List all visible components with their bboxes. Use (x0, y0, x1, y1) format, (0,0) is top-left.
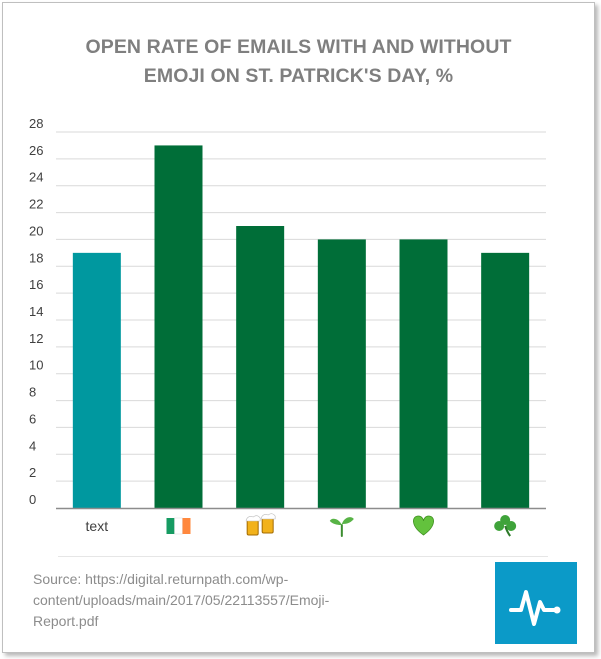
y-tick-label: 8 (29, 385, 36, 400)
chart-title-line-2: EMOJI ON ST. PATRICK'S DAY, % (143, 65, 454, 87)
y-tick-label: 16 (29, 277, 43, 292)
y-tick-label: 2 (29, 465, 36, 480)
bar (154, 145, 203, 508)
bar (72, 252, 121, 508)
y-tick-label: 14 (29, 304, 43, 319)
green-heart-icon (413, 515, 434, 536)
chart-title: OPEN RATE OF EMAILS WITH AND WITHOUT EMO… (3, 33, 594, 91)
seedling-icon (329, 517, 354, 537)
y-tick-label: 12 (29, 331, 43, 346)
shamrock-icon (494, 515, 517, 537)
pulse-line-icon (509, 590, 561, 626)
y-tick-label: 26 (29, 143, 43, 158)
ireland-flag-icon (166, 517, 191, 535)
y-tick-label: 18 (29, 250, 43, 265)
bar (317, 239, 366, 508)
y-tick-label: 28 (29, 116, 43, 131)
y-tick-label: 22 (29, 197, 43, 212)
beer-mugs-icon (245, 513, 276, 536)
y-tick-label: 4 (29, 438, 36, 453)
y-tick-label: 10 (29, 358, 43, 373)
bar (399, 239, 448, 508)
source-divider (58, 556, 548, 557)
source-note: Source: https://digital.returnpath.com/w… (33, 571, 330, 629)
x-tick-label: text (86, 518, 109, 534)
chart-frame: OPEN RATE OF EMAILS WITH AND WITHOUT EMO… (2, 2, 595, 653)
y-tick-label: 0 (29, 492, 36, 507)
chart-title-line-1: OPEN RATE OF EMAILS WITH AND WITHOUT (85, 36, 512, 58)
y-tick-label: 24 (29, 170, 43, 185)
y-tick-label: 6 (29, 411, 36, 426)
y-tick-label: 20 (29, 223, 43, 238)
bar (481, 252, 530, 508)
brand-logo (495, 562, 577, 644)
bar (236, 226, 285, 508)
